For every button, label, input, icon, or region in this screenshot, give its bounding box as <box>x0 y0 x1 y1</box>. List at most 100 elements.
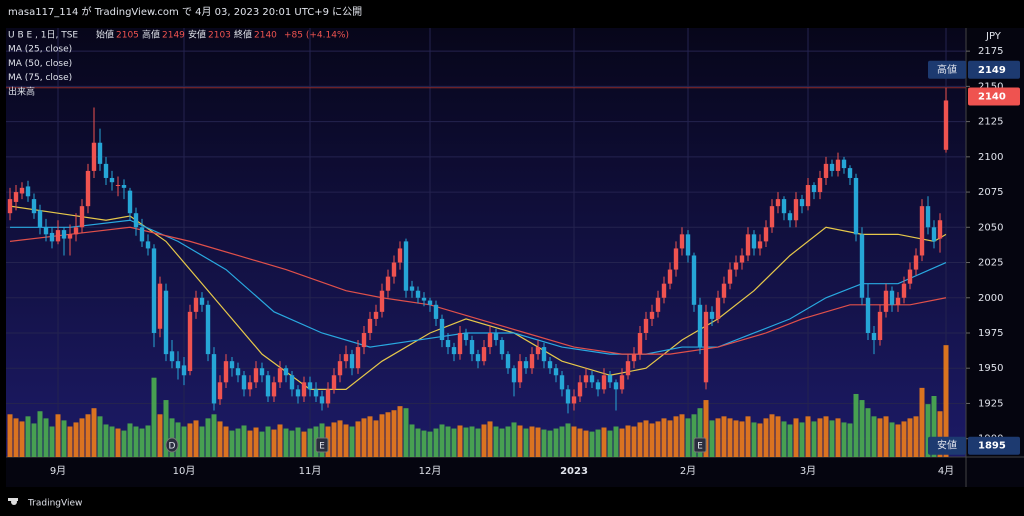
volume-bar <box>937 411 943 457</box>
volume-bar <box>901 421 907 457</box>
candle-body <box>187 311 193 372</box>
candle-body <box>73 227 79 235</box>
volume-bar <box>613 426 619 457</box>
volume-bar <box>577 428 583 457</box>
y-tick-label: 2175 <box>978 46 1003 57</box>
tag-bg <box>928 60 966 79</box>
candle-body <box>175 361 181 369</box>
volume-bar <box>823 416 829 457</box>
volume-bar <box>337 420 343 457</box>
candle-body <box>337 361 343 376</box>
volume-bar <box>697 408 703 457</box>
volume-bar <box>589 431 595 457</box>
candle-body <box>145 241 151 249</box>
candle-body <box>805 185 811 207</box>
indicator-label: MA (50, close) <box>8 59 72 69</box>
volume-bar <box>925 404 931 457</box>
volume-bar <box>733 420 739 457</box>
candle-body <box>67 234 73 239</box>
volume-bar <box>631 426 637 457</box>
volume-bar <box>49 426 55 457</box>
candle-body <box>415 290 421 298</box>
candle-body <box>775 199 781 207</box>
candle-body <box>751 234 757 249</box>
volume-bar <box>463 427 469 457</box>
axis-unit: JPY <box>985 31 1002 42</box>
volume-bar <box>805 416 811 457</box>
candle-body <box>925 206 931 228</box>
candle-body <box>295 389 301 397</box>
candle-body <box>721 283 727 298</box>
candle-body <box>163 290 169 355</box>
candle-body <box>817 177 823 193</box>
volume-bar <box>715 418 721 457</box>
volume-bar <box>913 416 919 457</box>
candle-body <box>577 382 583 397</box>
volume-bar <box>109 426 115 457</box>
symbol: U B E , 1日, TSE <box>8 30 78 41</box>
volume-bar <box>643 420 649 457</box>
candle-body <box>529 354 535 369</box>
volume-bar <box>355 421 361 457</box>
volume-bar <box>181 426 187 457</box>
candle-body <box>733 262 739 270</box>
volume-bar <box>349 426 355 457</box>
candle-body <box>565 389 571 404</box>
candle-body <box>877 311 883 341</box>
candle-body <box>115 185 121 187</box>
candle-body <box>865 297 871 333</box>
candle-body <box>475 354 481 362</box>
volume-bar <box>25 416 31 457</box>
candle-body <box>757 241 763 249</box>
volume-bar <box>769 414 775 457</box>
volume-bar <box>727 418 733 457</box>
candle-body <box>439 318 445 341</box>
volume-bar <box>595 429 601 457</box>
candle-body <box>235 368 241 376</box>
volume-bar <box>211 414 217 457</box>
volume-bar <box>619 428 625 457</box>
volume-bar <box>367 416 373 457</box>
volume-bar <box>385 412 391 457</box>
volume-bar <box>187 423 193 457</box>
candle-body <box>811 185 817 193</box>
candle-body <box>7 199 13 214</box>
time-axis-bg <box>6 457 1024 487</box>
ohlc-label: 安値 <box>188 29 206 41</box>
volume-bar <box>259 431 265 457</box>
candle-body <box>613 382 619 390</box>
candle-body <box>133 213 139 228</box>
candle-body <box>799 199 805 207</box>
volume-bar <box>37 411 43 457</box>
candle-body <box>553 368 559 376</box>
candle-body <box>265 375 271 397</box>
volume-bar <box>511 422 517 457</box>
x-tick-label: 10月 <box>173 465 196 477</box>
candle-body <box>211 354 217 404</box>
candle-body <box>655 297 661 312</box>
volume-bar <box>121 430 127 457</box>
candle-body <box>493 332 499 341</box>
volume-bar <box>241 425 247 457</box>
volume-bar <box>193 420 199 457</box>
volume-bar <box>865 408 871 457</box>
candle-body <box>595 382 601 390</box>
volume-bar <box>133 426 139 457</box>
volume-bar <box>517 425 523 457</box>
volume-bar <box>649 423 655 457</box>
event-label: E <box>319 442 325 452</box>
brand: TradingView <box>27 499 82 509</box>
volume-bar <box>535 427 541 457</box>
candle-body <box>895 297 901 305</box>
tag-label: 高値 <box>937 63 957 76</box>
volume-bar <box>289 430 295 457</box>
candle-body <box>499 340 505 355</box>
volume-bar <box>487 421 493 457</box>
volume-bar <box>505 426 511 457</box>
y-tick-label: 2000 <box>978 293 1003 304</box>
change: +85 (+4.14%) <box>284 31 349 41</box>
x-tick-label: 2月 <box>680 465 696 477</box>
y-tick-label: 2100 <box>978 152 1003 163</box>
volume-bar <box>553 428 559 457</box>
volume-bar <box>943 345 949 457</box>
